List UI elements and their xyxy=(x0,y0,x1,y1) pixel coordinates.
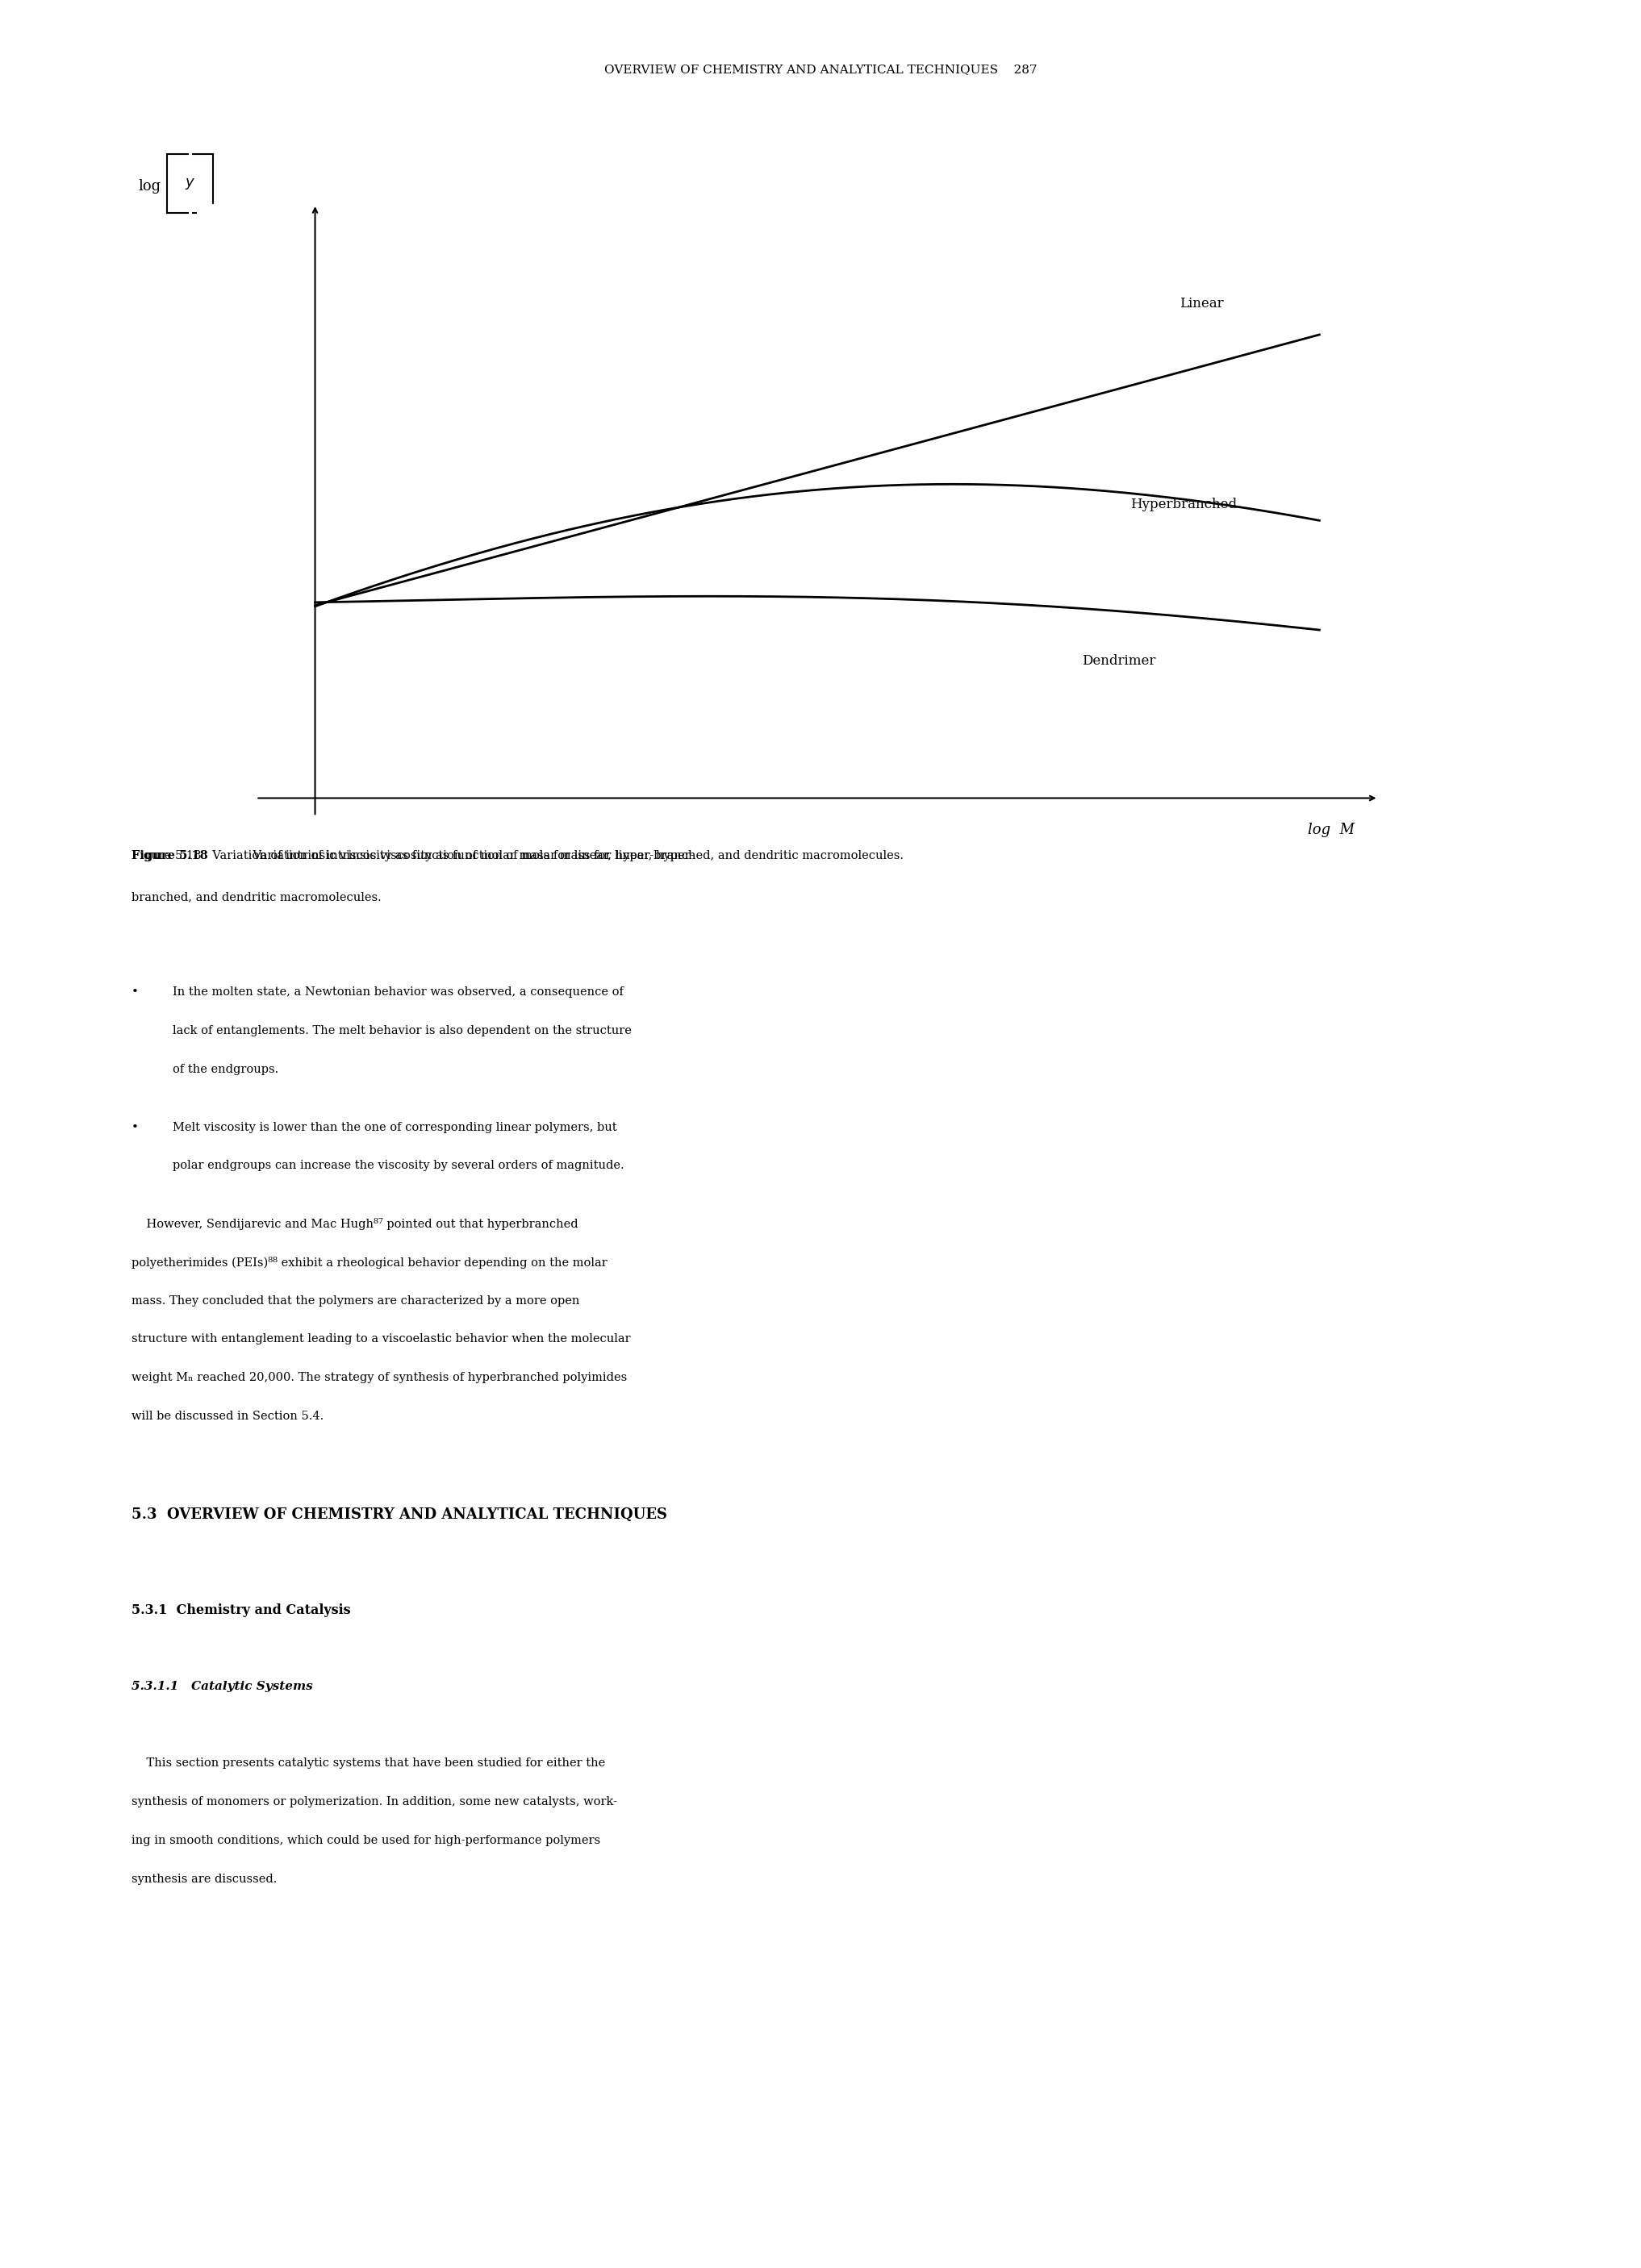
Text: synthesis are discussed.: synthesis are discussed. xyxy=(131,1873,277,1885)
Text: structure with entanglement leading to a viscoelastic behavior when the molecula: structure with entanglement leading to a… xyxy=(131,1334,630,1345)
Text: lack of entanglements. The melt behavior is also dependent on the structure: lack of entanglements. The melt behavior… xyxy=(172,1025,632,1036)
Text: ing in smooth conditions, which could be used for high-performance polymers: ing in smooth conditions, which could be… xyxy=(131,1835,601,1846)
Text: $\it{y}$: $\it{y}$ xyxy=(185,177,195,191)
Text: polyetherimides (PEIs)⁸⁸ exhibit a rheological behavior depending on the molar: polyetherimides (PEIs)⁸⁸ exhibit a rheol… xyxy=(131,1256,607,1268)
Text: Melt viscosity is lower than the one of corresponding linear polymers, but: Melt viscosity is lower than the one of … xyxy=(172,1123,617,1132)
Text: polar endgroups can increase the viscosity by several orders of magnitude.: polar endgroups can increase the viscosi… xyxy=(172,1161,624,1170)
Text: Hyperbranched: Hyperbranched xyxy=(1131,497,1237,510)
Text: Figure 5.18: Figure 5.18 xyxy=(131,850,208,862)
Text: 5.3.1.1   Catalytic Systems: 5.3.1.1 Catalytic Systems xyxy=(131,1681,312,1692)
Text: Figure 5.18   Variation of intrinsic viscosity as function of molar mass for lin: Figure 5.18 Variation of intrinsic visco… xyxy=(131,850,904,862)
Text: synthesis of monomers or polymerization. In addition, some new catalysts, work-: synthesis of monomers or polymerization.… xyxy=(131,1796,617,1808)
Text: log  M: log M xyxy=(1308,823,1355,837)
Text: •: • xyxy=(131,1123,138,1132)
Text: OVERVIEW OF CHEMISTRY AND ANALYTICAL TECHNIQUES    287: OVERVIEW OF CHEMISTRY AND ANALYTICAL TEC… xyxy=(604,64,1037,75)
Text: Dendrimer: Dendrimer xyxy=(1081,653,1155,667)
Text: of the endgroups.: of the endgroups. xyxy=(172,1064,279,1075)
Text: will be discussed in Section 5.4.: will be discussed in Section 5.4. xyxy=(131,1411,323,1422)
Text: branched, and dendritic macromolecules.: branched, and dendritic macromolecules. xyxy=(131,891,381,903)
Text: 5.3.1  Chemistry and Catalysis: 5.3.1 Chemistry and Catalysis xyxy=(131,1603,351,1617)
Text: mass. They concluded that the polymers are characterized by a more open: mass. They concluded that the polymers a… xyxy=(131,1295,579,1306)
Text: weight Mₙ reached 20,000. The strategy of synthesis of hyperbranched polyimides: weight Mₙ reached 20,000. The strategy o… xyxy=(131,1372,627,1383)
Text: In the molten state, a Newtonian behavior was observed, a consequence of: In the molten state, a Newtonian behavio… xyxy=(172,987,624,998)
Text: •: • xyxy=(131,987,138,998)
Text: Linear: Linear xyxy=(1180,297,1223,311)
Text: log: log xyxy=(138,179,161,193)
Text: Variation of intrinsic viscosity as function of molar mass for linear, hyper-: Variation of intrinsic viscosity as func… xyxy=(238,850,694,862)
Text: However, Sendijarevic and Mac Hugh⁸⁷ pointed out that hyperbranched: However, Sendijarevic and Mac Hugh⁸⁷ poi… xyxy=(131,1218,578,1229)
Text: 5.3  OVERVIEW OF CHEMISTRY AND ANALYTICAL TECHNIQUES: 5.3 OVERVIEW OF CHEMISTRY AND ANALYTICAL… xyxy=(131,1508,666,1522)
Text: This section presents catalytic systems that have been studied for either the: This section presents catalytic systems … xyxy=(131,1758,606,1769)
